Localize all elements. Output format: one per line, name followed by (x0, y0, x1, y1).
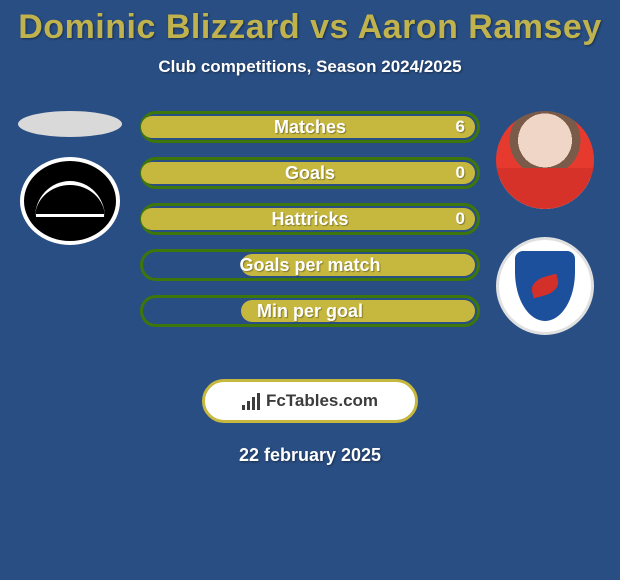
content-area: Matches 6 Goals 0 Hattricks 0 Goals per match M… (0, 111, 620, 361)
stat-label: Min per goal (257, 301, 363, 322)
stat-row: Min per goal (140, 295, 480, 327)
stat-row: Goals 0 (140, 157, 480, 189)
bars-icon (242, 392, 260, 410)
branding-pill: FcTables.com (202, 379, 418, 423)
stat-label: Goals (285, 163, 335, 184)
player1-column (10, 111, 130, 245)
stats-list: Matches 6 Goals 0 Hattricks 0 Goals per match M… (140, 111, 480, 327)
stat-label: Goals per match (239, 255, 380, 276)
player1-silhouette-icon (18, 111, 122, 137)
stat-row: Goals per match (140, 249, 480, 281)
club1-badge-icon (20, 157, 120, 245)
stat-value-right: 0 (456, 209, 465, 229)
stat-value-right: 0 (456, 163, 465, 183)
branding-text: FcTables.com (266, 391, 378, 411)
date-text: 22 february 2025 (0, 445, 620, 466)
stat-row: Matches 6 (140, 111, 480, 143)
player2-column (490, 111, 600, 335)
club2-badge-icon (496, 237, 594, 335)
player2-photo-icon (496, 111, 594, 209)
stat-row: Hattricks 0 (140, 203, 480, 235)
page-title: Dominic Blizzard vs Aaron Ramsey (0, 0, 620, 47)
subtitle: Club competitions, Season 2024/2025 (0, 57, 620, 77)
stat-label: Matches (274, 117, 346, 138)
stat-value-right: 6 (456, 117, 465, 137)
comparison-card: Dominic Blizzard vs Aaron Ramsey Club co… (0, 0, 620, 580)
stat-label: Hattricks (271, 209, 348, 230)
